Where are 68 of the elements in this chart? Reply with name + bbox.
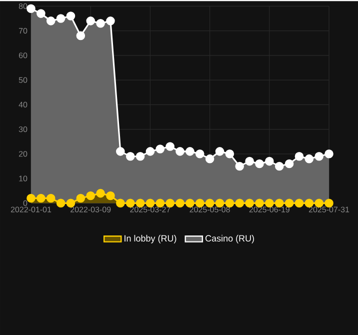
point [186,198,194,208]
point [245,198,254,208]
y-tick-label: 10 [19,176,28,182]
point [146,146,155,156]
point [294,152,304,161]
point [324,149,334,158]
point [235,162,244,171]
y-tick-label: 20 [18,151,28,157]
point [166,198,174,208]
x-tick-label: 2022-03-09 [70,206,111,212]
point [56,14,66,23]
point [66,12,76,20]
point [106,16,115,26]
x-tick-label: 2025-07-31 [308,206,350,212]
point [225,198,234,208]
legend-label: Casino (RU) [205,234,254,244]
point [116,146,125,156]
x-tick-label: 2025-06-19 [249,206,290,212]
point [205,154,214,164]
point [116,198,125,208]
point [186,146,194,156]
y-tick-label: 60 [18,52,28,58]
point [36,194,46,203]
point [176,146,184,156]
point [294,198,304,208]
y-tick-label: 30 [18,126,28,132]
legend-label: In lobby (RU) [124,234,176,244]
point [56,198,66,208]
x-tick-label: 2025-03-27 [130,206,170,212]
point [136,152,145,161]
point [245,156,254,166]
point [235,198,244,208]
x-tick-label: 2022-01-01 [10,206,52,212]
point [86,16,95,26]
point [215,146,224,156]
point [284,198,294,208]
point [166,142,174,151]
point [156,144,165,154]
point [265,156,274,166]
point [106,191,115,200]
point [46,16,56,26]
point [225,149,234,158]
point [126,152,135,161]
x-tick-label: 2025-05-08 [190,206,230,212]
point [66,198,76,208]
y-tick-label: 40 [18,102,28,108]
y-tick-label: 50 [18,77,28,83]
point [304,154,314,164]
point [96,188,105,198]
point [26,194,36,203]
y-tick-label: 70 [18,28,28,34]
point [96,18,105,28]
point [76,31,86,40]
point [126,198,135,208]
point [26,4,36,13]
point [176,198,184,208]
point [46,194,56,203]
point [86,191,95,200]
point [255,159,264,168]
point [36,9,46,18]
point [195,149,204,158]
y-tick-label: 0 [23,200,28,206]
y-tick-label: 80 [18,3,28,9]
point [304,198,314,208]
point [274,162,284,171]
point [284,159,294,168]
point [314,152,324,161]
point [76,194,86,203]
